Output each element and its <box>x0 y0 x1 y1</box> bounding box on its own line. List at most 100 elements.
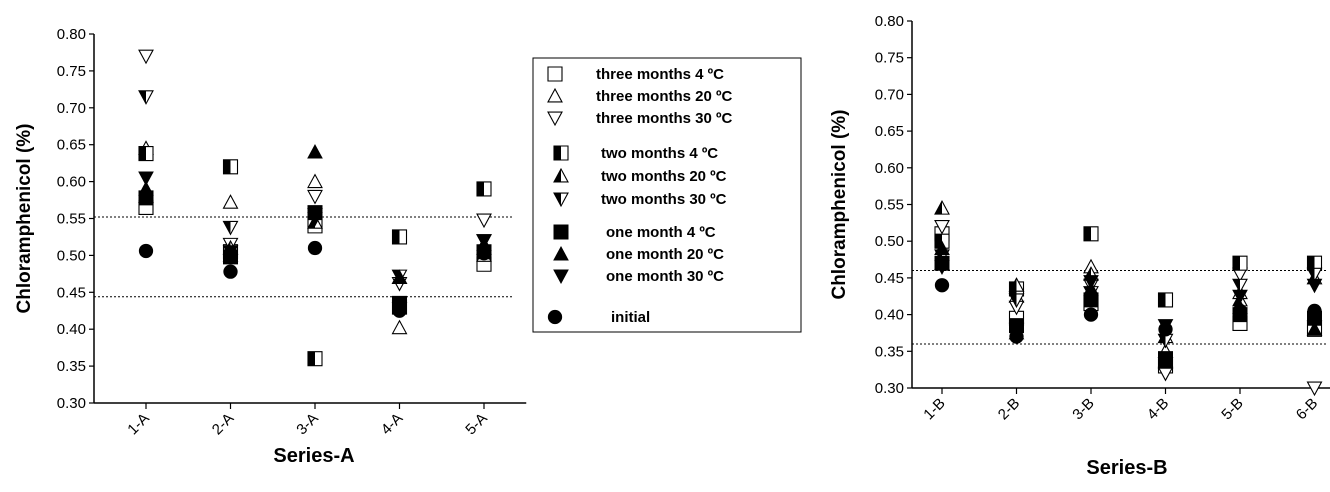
legend-entry: one month 4 ºC <box>553 224 716 241</box>
x-tick-label: 1-A <box>124 410 153 439</box>
y-tick-label: 0.80 <box>57 26 86 43</box>
y-tick-label: 0.30 <box>57 395 86 412</box>
data-point <box>1232 255 1248 271</box>
data-point <box>138 180 154 196</box>
data-point <box>222 220 239 236</box>
x-tick-label: 5-B <box>1218 395 1247 424</box>
legend-entry: initial <box>547 309 650 326</box>
y-tick-label: 0.35 <box>57 358 86 375</box>
data-point <box>1083 275 1099 290</box>
data-point <box>307 173 323 189</box>
x-axis-title: Series-A <box>273 445 354 467</box>
x-tick-label: 4-A <box>378 410 407 439</box>
data-point <box>1306 267 1323 283</box>
legend-marker <box>553 192 569 208</box>
legend-box <box>532 57 802 333</box>
data-point <box>1157 292 1174 308</box>
data-point <box>138 49 154 65</box>
legend-entry: two months 20 ºC <box>553 167 727 185</box>
y-tick-label: 0.50 <box>57 247 86 264</box>
legend-label: three months 20 ºC <box>596 88 733 105</box>
data-point <box>1083 226 1099 242</box>
y-tick-label: 0.70 <box>57 100 86 117</box>
x-axis-title: Series-B <box>1086 457 1167 479</box>
legend-label: one month 20 ºC <box>606 246 724 263</box>
legend-marker <box>547 309 563 325</box>
legend-marker <box>553 224 569 240</box>
data-point <box>222 245 239 260</box>
data-point <box>392 303 407 318</box>
y-tick-label: 0.65 <box>875 123 904 140</box>
chart-series-b: 0.30 0.35 0.40 0.45 0.50 0.55 0.60 0.65 0.70 0.75… <box>829 13 1330 479</box>
y-tick-label: 0.50 <box>875 233 904 250</box>
y-axis-title: Chloramphenicol (%) <box>829 109 850 299</box>
y-tick-label: 0.55 <box>57 211 86 228</box>
y-tick-label: 0.65 <box>57 137 86 154</box>
legend-label: two months 20 ºC <box>601 168 727 185</box>
x-tick-label: 2-B <box>995 395 1024 424</box>
legend-entry: one month 30 ºC <box>553 268 724 285</box>
data-point <box>1306 278 1323 294</box>
legend-label: initial <box>611 309 650 326</box>
data-point <box>1306 321 1323 336</box>
legend-marker <box>553 269 569 285</box>
legend-label: three months 4 ºC <box>596 66 724 83</box>
data-point <box>1158 322 1173 337</box>
legend-label: two months 4 ºC <box>601 145 718 162</box>
y-tick-label: 0.60 <box>57 174 86 191</box>
y-tick-label: 0.75 <box>875 50 904 67</box>
data-point <box>391 269 408 284</box>
data-point <box>1008 293 1025 309</box>
data-point <box>934 200 950 215</box>
data-point <box>138 171 154 186</box>
legend: three months 4 ºC three months 20 ºC three… <box>532 57 802 333</box>
data-point <box>1008 277 1025 292</box>
y-tick-label: 0.40 <box>875 307 904 324</box>
data-point <box>138 146 154 162</box>
data-point <box>934 220 950 235</box>
legend-label: two months 30 ºC <box>601 191 727 208</box>
data-point <box>1306 255 1323 271</box>
data-point <box>1083 307 1099 322</box>
legend-marker <box>553 245 569 261</box>
y-tick-label: 0.45 <box>57 284 86 301</box>
data-point <box>934 240 950 255</box>
y-tick-label: 0.80 <box>875 13 904 30</box>
data-point <box>222 159 239 175</box>
data-point <box>391 319 408 335</box>
y-tick-label: 0.60 <box>875 160 904 177</box>
legend-label: one month 30 ºC <box>606 268 724 285</box>
x-tick-label: 1-B <box>920 395 949 424</box>
data-point <box>934 260 950 275</box>
data-point <box>1232 303 1248 319</box>
legend-marker <box>547 87 563 103</box>
x-tick-label: 6-B <box>1293 395 1322 424</box>
data-point <box>307 144 323 159</box>
data-point <box>476 234 492 249</box>
data-point <box>138 90 154 105</box>
y-tick-label: 0.70 <box>875 86 904 103</box>
data-point <box>307 212 323 227</box>
legend-entry: three months 30 ºC <box>547 110 733 127</box>
legend-entry: one month 20 ºC <box>553 245 724 263</box>
x-tick-label: 3-B <box>1069 395 1098 424</box>
data-point <box>307 351 323 367</box>
legend-entry: two months 4 ºC <box>553 145 718 162</box>
y-tick-label: 0.45 <box>875 270 904 287</box>
data-point <box>476 246 492 261</box>
data-point <box>391 229 408 245</box>
data-point <box>476 181 492 197</box>
chart-series-a: 0.30 0.35 0.40 0.45 0.50 0.55 0.60 0.65 0.70 0.75… <box>14 26 527 467</box>
data-point <box>1157 354 1174 369</box>
x-tick-label: 4-B <box>1144 395 1173 424</box>
data-point <box>222 194 239 209</box>
data-point <box>476 213 492 229</box>
legend-marker <box>547 111 563 127</box>
data-point <box>1157 366 1174 382</box>
legend-marker <box>547 66 563 82</box>
data-point <box>1232 289 1248 305</box>
x-tick-label: 2-A <box>209 410 238 439</box>
y-tick-label: 0.55 <box>875 197 904 214</box>
legend-entry: two months 30 ºC <box>553 191 727 208</box>
